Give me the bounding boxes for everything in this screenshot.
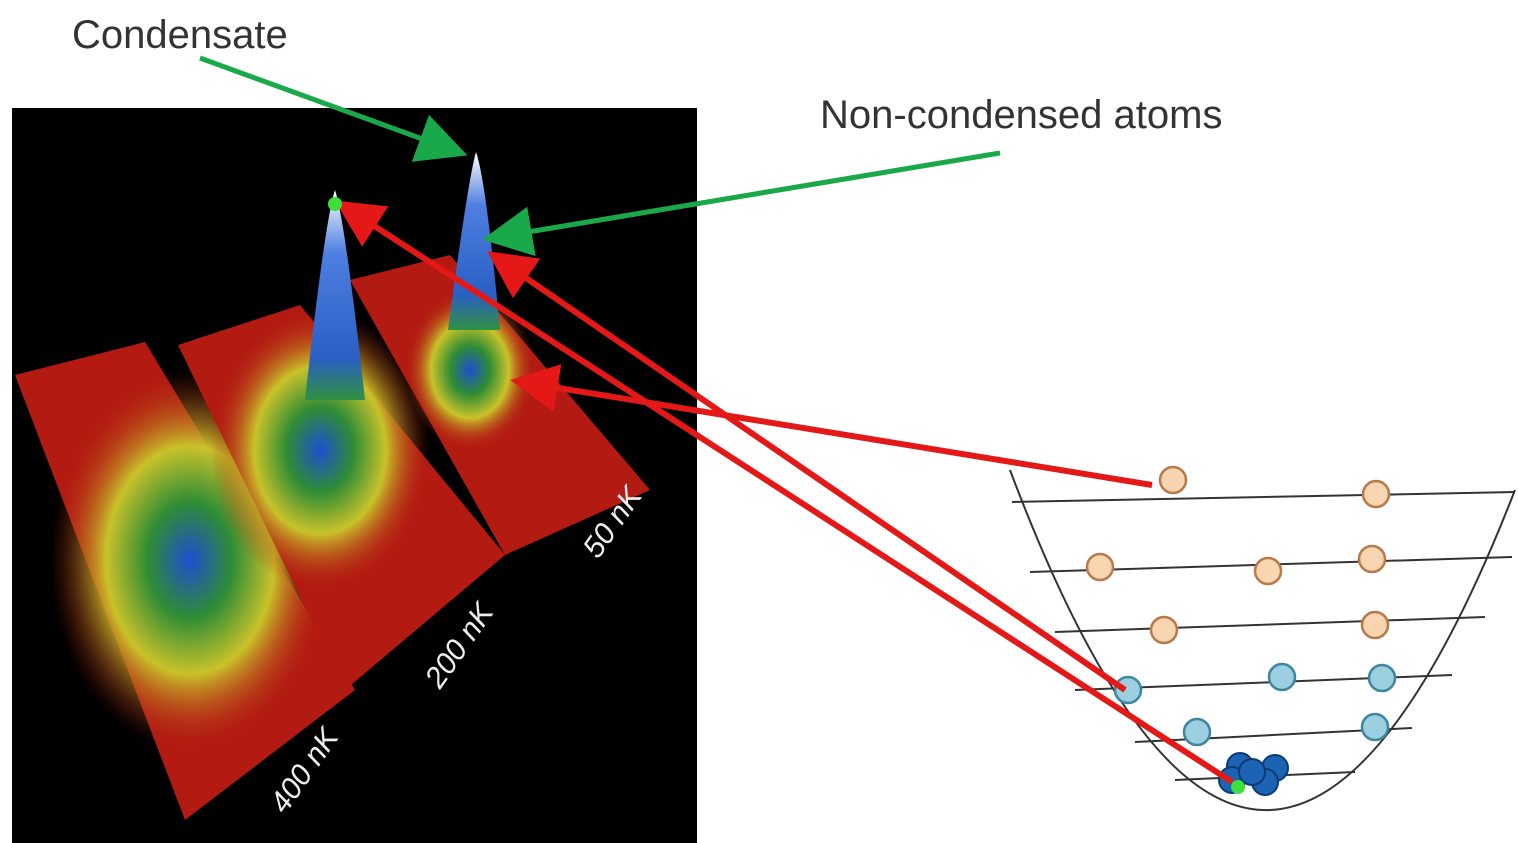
atom <box>1363 481 1389 507</box>
atom <box>1087 554 1113 580</box>
atom <box>1184 719 1210 745</box>
atom <box>1269 664 1295 690</box>
atom <box>1239 759 1265 785</box>
energy-level <box>1055 617 1485 632</box>
diagram: 400 nK 200 nK 50 nK Condensate Non-conde… <box>0 0 1518 843</box>
atom <box>1115 677 1141 703</box>
energy-level <box>1012 492 1515 502</box>
atom <box>1362 612 1388 638</box>
potential-well <box>1010 470 1515 810</box>
highlight-dot <box>1231 780 1245 794</box>
atom <box>1255 558 1281 584</box>
highlight-dot <box>328 197 342 211</box>
atom <box>1369 665 1395 691</box>
atom <box>1359 546 1385 572</box>
atoms <box>1087 467 1395 795</box>
condensate-label: Condensate <box>72 13 288 57</box>
atom <box>1151 617 1177 643</box>
atom <box>1160 467 1186 493</box>
non-condensed-label: Non-condensed atoms <box>820 93 1222 137</box>
atom <box>1362 714 1388 740</box>
